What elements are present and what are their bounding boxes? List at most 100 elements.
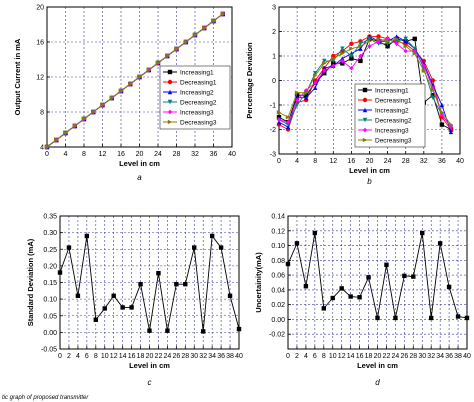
data-point — [321, 306, 326, 311]
legend-entry: Increasing3 — [180, 109, 214, 116]
data-point — [276, 110, 282, 115]
data-point — [393, 315, 398, 321]
data-point — [93, 317, 98, 322]
x-tick-label: 26 — [172, 353, 180, 360]
data-point — [340, 58, 345, 64]
y-tick-label: 2 — [272, 29, 276, 36]
data-point — [411, 274, 416, 279]
data-point — [340, 61, 345, 66]
data-point — [439, 122, 445, 127]
data-point — [421, 63, 426, 68]
x-tick-label: 16 — [356, 353, 364, 360]
x-tick-label: 36 — [438, 158, 446, 165]
y-tick-label: -1 — [270, 103, 276, 110]
legend-swatch-marker — [362, 137, 368, 143]
data-point — [349, 56, 354, 61]
x-tick-label: 28 — [409, 353, 417, 360]
data-point — [285, 115, 291, 120]
x-tick-label: 4 — [76, 353, 80, 360]
x-tick-label: 12 — [338, 353, 346, 360]
x-tick-label: 14 — [119, 353, 127, 360]
data-point — [376, 36, 381, 42]
data-point — [448, 129, 454, 135]
x-tick-label: 40 — [463, 353, 471, 360]
x-tick-label: 36 — [445, 353, 453, 360]
x-tick-label: 18 — [137, 353, 145, 360]
data-point — [138, 281, 143, 287]
y-tick-label: 4 — [40, 145, 44, 152]
data-point — [385, 36, 390, 42]
data-point — [129, 305, 134, 310]
data-point — [137, 74, 142, 80]
y-tick-label: 3 — [272, 5, 276, 12]
series-line-6 — [278, 38, 452, 125]
x-tick-label: 0 — [286, 353, 290, 360]
y-tick-label: -2 — [270, 127, 276, 134]
data-point — [313, 85, 318, 91]
x-tick-label: 40 — [456, 158, 464, 165]
data-point — [183, 39, 188, 45]
data-point — [294, 90, 300, 95]
x-tick-label: 20 — [374, 353, 382, 360]
y-tick-label: 0.05 — [43, 313, 57, 320]
x-tick-label: 0 — [58, 353, 62, 360]
data-point — [285, 119, 291, 125]
panel-label: a — [137, 173, 142, 182]
legend-box — [354, 83, 426, 148]
x-axis-label: Level in cm — [357, 361, 398, 370]
data-point — [209, 233, 215, 239]
x-tick-label: 20 — [366, 158, 374, 165]
data-point — [322, 61, 327, 66]
y-tick-label: 0.15 — [43, 280, 57, 287]
data-point — [54, 137, 59, 143]
data-point — [165, 53, 170, 59]
x-tick-label: 20 — [136, 151, 144, 158]
data-point — [276, 115, 282, 120]
data-point — [348, 294, 353, 299]
x-tick-label: 40 — [228, 151, 236, 158]
data-point — [430, 83, 436, 88]
data-point — [111, 293, 116, 298]
data-point — [357, 295, 362, 300]
data-point — [313, 70, 318, 76]
x-tick-label: 24 — [154, 151, 162, 158]
data-point — [285, 122, 291, 127]
data-point — [340, 46, 345, 51]
data-point — [448, 124, 454, 130]
legend-swatch-marker — [167, 109, 173, 115]
y-axis-label: Standard Deviation (mA) — [26, 238, 35, 326]
data-point — [339, 286, 344, 291]
data-point — [174, 281, 179, 287]
legend-entry: Increasing2 — [375, 107, 409, 114]
x-tick-label: 38 — [226, 353, 234, 360]
x-tick-label: 28 — [181, 353, 189, 360]
data-point — [109, 95, 114, 101]
data-point — [385, 39, 390, 44]
data-point — [430, 93, 436, 98]
data-point — [201, 329, 206, 334]
legend-swatch-marker — [167, 79, 173, 85]
y-tick-label: 0.20 — [43, 263, 57, 270]
legend: Increasing1 Decreasing1 Increasing2 Decreas… — [354, 83, 426, 148]
x-tick-label: 6 — [313, 353, 317, 360]
y-axis-label: Uncertainity(mA) — [254, 252, 263, 313]
data-point — [227, 293, 233, 298]
x-tick-label: 0 — [277, 158, 281, 165]
data-point — [72, 123, 77, 129]
data-point — [285, 124, 291, 130]
x-tick-label: 16 — [128, 353, 136, 360]
x-tick-label: 32 — [191, 151, 199, 158]
data-point — [394, 41, 399, 46]
y-tick-label: 0.06 — [271, 273, 285, 280]
data-point — [367, 44, 372, 49]
data-point — [331, 61, 336, 66]
panel-label: d — [375, 378, 380, 387]
x-tick-label: 8 — [82, 151, 86, 158]
data-point — [63, 130, 68, 136]
x-tick-label: 8 — [94, 353, 98, 360]
data-point — [376, 41, 381, 46]
legend-entry: Increasing1 — [180, 69, 214, 76]
data-point — [276, 117, 282, 122]
x-tick-label: 18 — [365, 353, 373, 360]
y-tick-label: 0.25 — [43, 247, 57, 254]
